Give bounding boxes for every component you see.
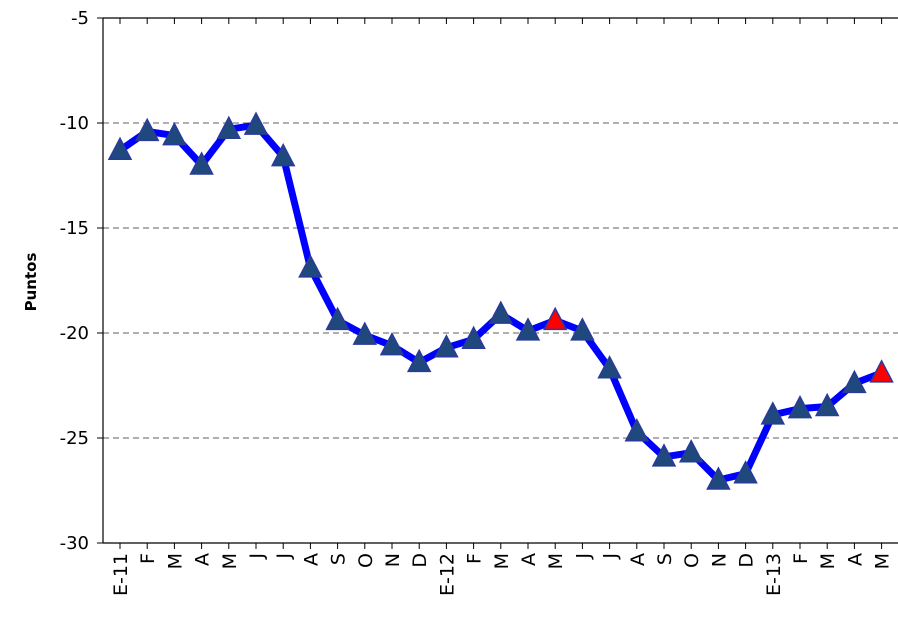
x-tick-label: A — [627, 553, 649, 566]
x-tick-label: N — [382, 553, 404, 567]
data-point-marker — [406, 348, 432, 373]
y-tick-label: -20 — [60, 323, 89, 344]
data-point-marker — [733, 460, 758, 484]
data-point-marker — [270, 142, 296, 167]
data-point-marker — [107, 136, 133, 161]
y-tick-label: -10 — [60, 113, 89, 134]
x-tick-label: A — [518, 553, 540, 566]
data-point-marker — [760, 401, 786, 425]
data-point-marker — [488, 300, 514, 324]
grid-lines — [103, 122, 898, 439]
data-point-marker — [842, 369, 867, 394]
axes — [97, 17, 898, 549]
data-point-marker — [134, 117, 160, 142]
x-tick-labels: E-11 F M A M J J A S O N D E-12 F M A M J J A S O N D E-13 F M A M — [110, 553, 894, 596]
data-point-marker — [379, 331, 405, 356]
x-tick-label: E-12 — [436, 553, 458, 596]
y-tick-label: -15 — [60, 218, 89, 239]
data-point-marker — [542, 306, 568, 331]
data-point-marker — [216, 115, 242, 140]
data-point-marker — [325, 306, 350, 331]
x-tick-label: D — [409, 553, 431, 568]
x-tick-label: M — [491, 553, 513, 569]
x-tick-label: S — [328, 553, 350, 565]
series-markers — [107, 111, 894, 490]
x-tick-label: J — [600, 553, 622, 560]
x-tick-label: O — [355, 553, 377, 568]
data-point-marker — [597, 355, 622, 379]
x-tick-label: M — [872, 553, 894, 569]
x-tick-label: F — [137, 553, 159, 564]
x-tick-label: M — [545, 553, 567, 569]
x-tick-label: D — [736, 553, 758, 568]
data-point-marker — [678, 439, 704, 463]
data-point-marker — [515, 317, 541, 341]
y-tick-label: -25 — [60, 428, 89, 449]
data-point-marker — [298, 254, 323, 278]
x-tick-label: E-11 — [110, 553, 132, 596]
y-tick-label: -5 — [71, 8, 89, 29]
data-point-marker — [651, 443, 677, 467]
data-point-marker — [352, 321, 378, 345]
data-point-marker — [706, 466, 731, 490]
x-tick-label: O — [681, 553, 703, 568]
y-tick-labels: -5 -10 -15 -20 -25 -30 — [60, 8, 89, 554]
x-tick-label: J — [246, 553, 268, 560]
x-tick-label: F — [790, 553, 812, 564]
data-point-marker — [434, 334, 459, 358]
x-tick-label: S — [654, 553, 676, 565]
x-tick-label: N — [708, 553, 730, 567]
data-point-marker — [624, 418, 650, 442]
data-point-marker — [869, 359, 894, 383]
data-point-marker — [189, 151, 214, 175]
x-tick-label: A — [300, 553, 322, 566]
data-point-marker — [461, 325, 486, 350]
x-tick-label: A — [844, 553, 866, 566]
x-tick-label: J — [273, 553, 295, 560]
data-point-marker — [787, 394, 813, 419]
data-point-marker — [243, 111, 269, 135]
y-axis-label: Puntos — [22, 253, 40, 312]
x-tick-label: M — [817, 553, 839, 569]
y-tick-label: -30 — [60, 533, 89, 554]
x-tick-label: A — [192, 553, 214, 566]
data-point-marker — [570, 317, 595, 341]
x-tick-label: M — [164, 553, 186, 569]
x-tick-label: F — [464, 553, 486, 564]
x-tick-label: M — [219, 553, 241, 569]
x-tick-label: J — [572, 553, 594, 560]
x-tick-label: E-13 — [763, 553, 785, 596]
data-point-marker — [162, 121, 187, 146]
data-point-marker — [814, 392, 840, 417]
